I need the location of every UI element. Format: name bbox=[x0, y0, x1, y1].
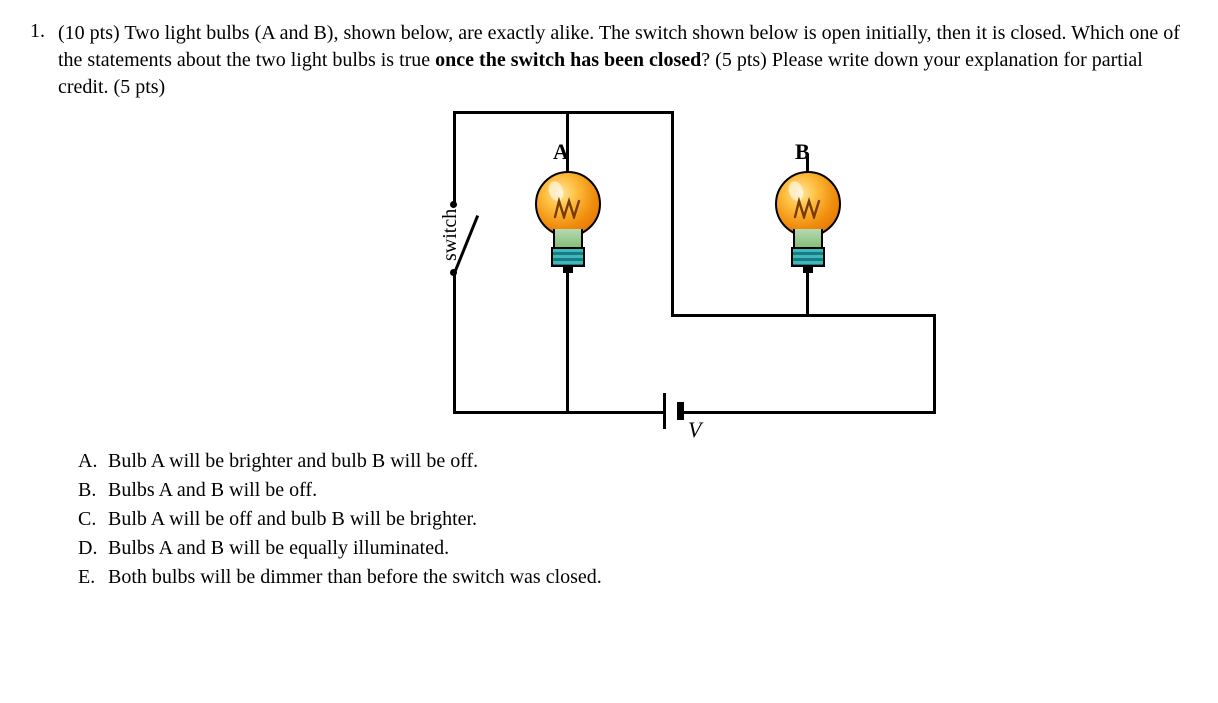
choice-c: C. Bulb A will be off and bulb B will be… bbox=[78, 505, 1188, 534]
choice-d: D. Bulbs A and B will be equally illumin… bbox=[78, 534, 1188, 563]
wire-bottom-right bbox=[683, 411, 936, 414]
bulb-a-icon bbox=[535, 171, 601, 291]
wire-mid-vertical bbox=[671, 111, 674, 316]
wire-bottom-left bbox=[453, 411, 663, 414]
choice-a-letter: A. bbox=[78, 447, 108, 476]
stem-bold: once the switch has been closed bbox=[435, 49, 701, 71]
question-stem: (10 pts) Two light bulbs (A and B), show… bbox=[58, 20, 1188, 101]
choice-a: A. Bulb A will be brighter and bulb B wi… bbox=[78, 447, 1188, 476]
choice-a-text: Bulb A will be brighter and bulb B will … bbox=[108, 447, 478, 476]
choice-d-letter: D. bbox=[78, 534, 108, 563]
wire-from-bulb-a-bottom bbox=[566, 271, 569, 413]
wire-top bbox=[453, 111, 673, 114]
choice-e-letter: E. bbox=[78, 563, 108, 592]
choice-b-letter: B. bbox=[78, 476, 108, 505]
bulb-b-label: B bbox=[795, 139, 810, 165]
choice-c-text: Bulb A will be off and bulb B will be br… bbox=[108, 505, 477, 534]
wire-right-vertical bbox=[933, 314, 936, 414]
answer-choices: A. Bulb A will be brighter and bulb B wi… bbox=[58, 447, 1188, 592]
choice-b-text: Bulbs A and B will be off. bbox=[108, 476, 317, 505]
choice-e: E. Both bulbs will be dimmer than before… bbox=[78, 563, 1188, 592]
choice-c-letter: C. bbox=[78, 505, 108, 534]
question-body: (10 pts) Two light bulbs (A and B), show… bbox=[58, 20, 1188, 592]
bulb-a-label: A bbox=[553, 139, 569, 165]
points-prefix: (10 pts) bbox=[58, 22, 124, 44]
circuit-figure: switch V bbox=[193, 111, 1053, 441]
wire-left-lower bbox=[453, 273, 456, 413]
choice-b: B. Bulbs A and B will be off. bbox=[78, 476, 1188, 505]
switch-label: switch bbox=[439, 209, 462, 261]
switch-top-contact bbox=[450, 201, 457, 208]
question-block: 1. (10 pts) Two light bulbs (A and B), s… bbox=[30, 20, 1188, 592]
choice-e-text: Both bulbs will be dimmer than before th… bbox=[108, 563, 602, 592]
battery-label: V bbox=[688, 417, 701, 443]
bulb-b-icon bbox=[775, 171, 841, 291]
question-number: 1. bbox=[30, 20, 58, 43]
choice-d-text: Bulbs A and B will be equally illuminate… bbox=[108, 534, 449, 563]
wire-mid-horizontal bbox=[671, 314, 936, 317]
wire-left-upper bbox=[453, 111, 456, 203]
